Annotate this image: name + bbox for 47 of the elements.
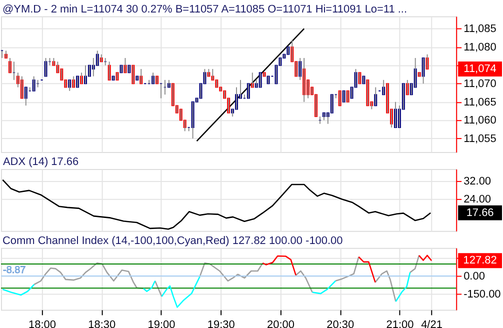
y-tick-label: 11,080	[464, 42, 496, 54]
x-tick-label: 4/21	[421, 319, 442, 328]
candlestick	[338, 90, 342, 106]
candlestick	[362, 76, 366, 84]
annotation: -8.87	[2, 264, 26, 276]
line-series	[2, 179, 432, 230]
candlestick	[266, 76, 270, 84]
candlestick	[286, 46, 290, 55]
candlestick	[156, 76, 159, 84]
text: 17.66	[466, 206, 494, 219]
candlestick	[346, 90, 350, 102]
candlestick	[116, 72, 119, 80]
y-tick-label: 11,060	[464, 114, 496, 127]
candlestick	[132, 64, 135, 84]
candlestick	[128, 64, 131, 74]
candlestick	[112, 76, 115, 80]
candlestick	[76, 76, 80, 88]
y-tick-label: 11,065	[464, 96, 496, 108]
chart-title: Comm Channel Index (14,-100,100,Cyan,Red) 127.82 100.00 -100.00	[2, 234, 343, 247]
candlestick	[358, 72, 362, 84]
x-tick-label: 19:00	[148, 319, 176, 328]
candlestick	[342, 90, 346, 102]
text: 11,074	[464, 62, 496, 75]
x-tick-label: 20:00	[267, 319, 294, 328]
chart-title: ADX (14) 17.66	[2, 156, 79, 168]
candlestick	[215, 79, 218, 88]
candlestick	[262, 72, 266, 77]
candlestick	[366, 79, 370, 106]
x-tick-label: 21:00	[386, 319, 414, 328]
candlestick	[418, 72, 421, 77]
y-tick-label: 0.00	[464, 270, 485, 283]
y-tick-label: 32.00	[464, 176, 492, 188]
candlestick	[246, 83, 250, 99]
x-tick-label: 18:00	[28, 319, 56, 328]
text: 127.82	[463, 254, 497, 267]
x-tick-label: 19:30	[207, 319, 235, 328]
candlestick	[330, 94, 334, 114]
y-tick-label: 11,070	[464, 78, 496, 90]
candlestick	[258, 72, 262, 88]
chart-title: @YM.D - 2 min L=11074 30 0.27% B=11057 A=11085 O=11071 Hi=11091 Lo=11 ...	[2, 3, 408, 16]
y-tick-label: 11,085	[464, 23, 496, 36]
x-tick-label: 18:30	[88, 319, 116, 328]
y-tick-label: 24.00	[464, 193, 492, 206]
candlestick	[136, 76, 139, 80]
x-tick-label: 20:30	[326, 319, 354, 328]
y-tick-label: -150.00	[464, 288, 501, 301]
y-tick-label: 11,055	[464, 132, 496, 145]
